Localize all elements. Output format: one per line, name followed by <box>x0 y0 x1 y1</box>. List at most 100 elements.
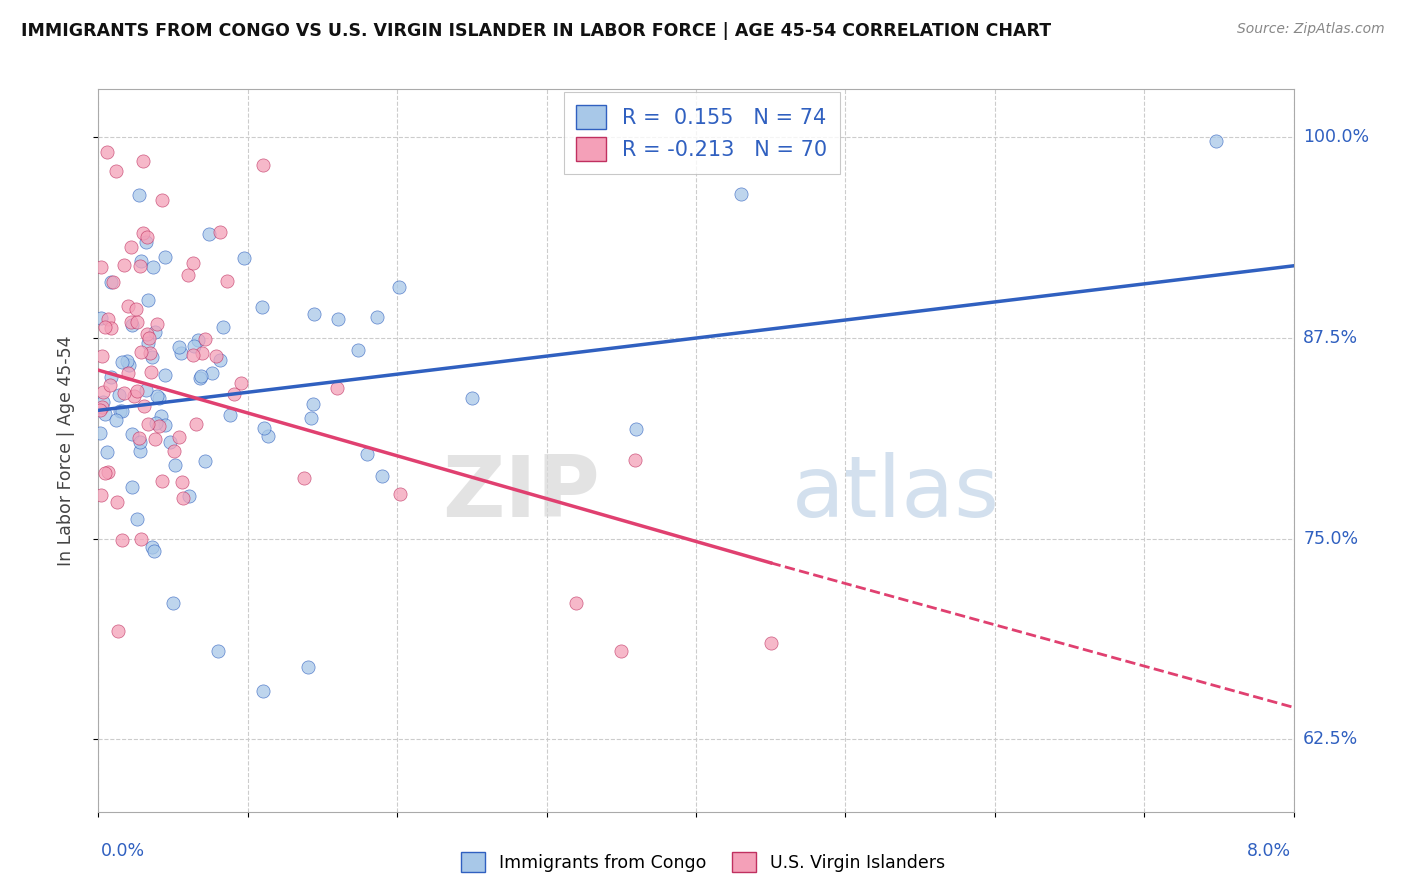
Point <box>302 397 325 411</box>
Point <box>129 259 152 273</box>
Point <box>107 624 129 639</box>
Point <box>129 345 152 359</box>
Point <box>730 187 752 202</box>
Point <box>208 225 231 239</box>
Text: ZIP: ZIP <box>443 452 600 535</box>
Point <box>302 307 325 321</box>
Point <box>217 274 239 288</box>
Point <box>91 384 114 399</box>
Point <box>105 495 128 509</box>
Point <box>145 389 167 403</box>
Point <box>201 366 224 380</box>
Point <box>190 369 212 384</box>
Point <box>132 227 155 241</box>
Point <box>759 636 782 650</box>
Point <box>191 346 214 360</box>
Point <box>132 399 155 413</box>
Point <box>624 453 647 467</box>
Text: Source: ZipAtlas.com: Source: ZipAtlas.com <box>1237 22 1385 37</box>
Point <box>89 426 111 441</box>
Point <box>139 365 162 379</box>
Point <box>205 350 228 364</box>
Point <box>167 430 190 444</box>
Point <box>208 352 231 367</box>
Point <box>146 317 169 331</box>
Y-axis label: In Labor Force | Age 45-54: In Labor Force | Age 45-54 <box>56 335 75 566</box>
Point <box>135 383 157 397</box>
Point <box>125 384 148 398</box>
Point <box>181 348 204 362</box>
Point <box>198 227 221 242</box>
Point <box>143 326 166 340</box>
Point <box>145 416 167 430</box>
Point <box>366 310 388 325</box>
Point <box>120 239 142 253</box>
Point <box>136 293 159 307</box>
Point <box>94 466 117 480</box>
Point <box>222 387 245 401</box>
Point <box>347 343 370 357</box>
Point <box>136 335 159 350</box>
Point <box>565 596 588 610</box>
Point <box>150 474 173 488</box>
Point <box>117 299 139 313</box>
Point <box>105 412 128 426</box>
Point <box>389 487 412 501</box>
Point <box>194 454 217 468</box>
Point <box>969 813 991 827</box>
Point <box>172 475 194 489</box>
Point <box>124 301 146 316</box>
Point <box>181 256 204 270</box>
Point <box>96 445 118 459</box>
Point <box>162 596 184 610</box>
Point <box>194 331 217 345</box>
Point <box>111 533 134 547</box>
Point <box>120 315 142 329</box>
Text: 8.0%: 8.0% <box>1247 842 1291 860</box>
Point <box>89 403 111 417</box>
Point <box>90 400 112 414</box>
Text: 100.0%: 100.0% <box>1303 128 1369 146</box>
Point <box>163 458 186 472</box>
Point <box>100 320 122 334</box>
Point <box>177 268 200 283</box>
Point <box>136 417 159 432</box>
Point <box>141 351 163 365</box>
Point <box>252 158 274 172</box>
Point <box>118 358 141 372</box>
Point <box>163 444 186 458</box>
Point <box>141 540 163 554</box>
Point <box>153 368 176 382</box>
Point <box>91 395 114 409</box>
Point <box>149 409 172 423</box>
Text: atlas: atlas <box>792 452 1000 535</box>
Point <box>128 431 150 445</box>
Point <box>136 230 159 244</box>
Point <box>183 338 205 352</box>
Point <box>100 275 122 289</box>
Point <box>128 435 150 450</box>
Point <box>388 280 411 294</box>
Point <box>103 275 125 289</box>
Point <box>139 346 162 360</box>
Point <box>111 404 134 418</box>
Point <box>148 419 170 434</box>
Point <box>292 471 315 485</box>
Point <box>112 258 135 272</box>
Point <box>328 312 350 326</box>
Point <box>233 252 256 266</box>
Point <box>90 487 112 501</box>
Point <box>153 250 176 264</box>
Point <box>121 318 143 332</box>
Point <box>188 371 211 385</box>
Point <box>131 254 153 268</box>
Point <box>218 408 240 422</box>
Point <box>97 312 120 326</box>
Point <box>177 489 200 503</box>
Text: 0.0%: 0.0% <box>101 842 145 860</box>
Point <box>186 417 208 431</box>
Legend: Immigrants from Congo, U.S. Virgin Islanders: Immigrants from Congo, U.S. Virgin Islan… <box>454 845 952 879</box>
Point <box>90 310 112 325</box>
Point <box>150 193 173 207</box>
Point <box>97 466 120 480</box>
